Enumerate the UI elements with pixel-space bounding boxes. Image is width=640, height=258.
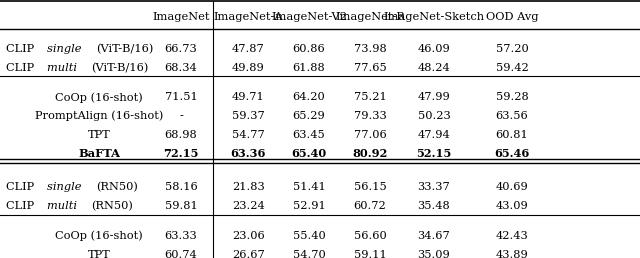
Text: 43.09: 43.09 — [495, 201, 529, 211]
Text: OOD Avg: OOD Avg — [486, 12, 538, 22]
Text: 40.69: 40.69 — [495, 182, 529, 192]
Text: 79.33: 79.33 — [353, 111, 387, 121]
Text: 66.73: 66.73 — [164, 44, 198, 54]
Text: single: single — [47, 44, 86, 54]
Text: 60.81: 60.81 — [495, 130, 529, 140]
Text: (RN50): (RN50) — [91, 201, 132, 212]
Text: 52.91: 52.91 — [292, 201, 326, 211]
Text: 47.99: 47.99 — [417, 92, 451, 102]
Text: multi: multi — [47, 63, 81, 73]
Text: CLIP: CLIP — [6, 44, 38, 54]
Text: 65.46: 65.46 — [494, 148, 530, 159]
Text: (ViT-B/16): (ViT-B/16) — [97, 44, 154, 54]
Text: TPT: TPT — [88, 130, 111, 140]
Text: ImageNet-Sketch: ImageNet-Sketch — [383, 12, 484, 22]
Text: 64.20: 64.20 — [292, 92, 326, 102]
Text: 55.40: 55.40 — [292, 231, 326, 241]
Text: 59.81: 59.81 — [164, 201, 198, 211]
Text: CLIP: CLIP — [6, 201, 38, 211]
Text: BaFTA: BaFTA — [78, 148, 120, 159]
Text: 23.06: 23.06 — [232, 231, 265, 241]
Text: 60.74: 60.74 — [164, 249, 198, 258]
Text: 63.56: 63.56 — [495, 111, 529, 121]
Text: 54.70: 54.70 — [292, 249, 326, 258]
Text: 72.15: 72.15 — [163, 148, 199, 159]
Text: 35.48: 35.48 — [417, 201, 451, 211]
Text: (RN50): (RN50) — [97, 182, 138, 193]
Text: single: single — [47, 182, 86, 192]
Text: 47.94: 47.94 — [417, 130, 451, 140]
Text: CLIP: CLIP — [6, 182, 38, 192]
Text: 63.36: 63.36 — [230, 148, 266, 159]
Text: 52.15: 52.15 — [416, 148, 452, 159]
Text: 71.51: 71.51 — [164, 92, 198, 102]
Text: 46.09: 46.09 — [417, 44, 451, 54]
Text: PromptAlign (16-shot): PromptAlign (16-shot) — [35, 111, 163, 121]
Text: 42.43: 42.43 — [495, 231, 529, 241]
Text: 21.83: 21.83 — [232, 182, 265, 192]
Text: -: - — [179, 111, 183, 121]
Text: 50.23: 50.23 — [417, 111, 451, 121]
Text: ImageNet: ImageNet — [152, 12, 210, 22]
Text: 49.71: 49.71 — [232, 92, 265, 102]
Text: 63.33: 63.33 — [164, 231, 198, 241]
Text: 34.67: 34.67 — [417, 231, 451, 241]
Text: 54.77: 54.77 — [232, 130, 265, 140]
Text: TPT: TPT — [88, 249, 111, 258]
Text: 68.98: 68.98 — [164, 130, 198, 140]
Text: 68.34: 68.34 — [164, 63, 198, 73]
Text: CLIP: CLIP — [6, 63, 38, 73]
Text: 56.60: 56.60 — [353, 231, 387, 241]
Text: 59.11: 59.11 — [353, 249, 387, 258]
Text: 48.24: 48.24 — [417, 63, 451, 73]
Text: ImageNet-A: ImageNet-A — [214, 12, 283, 22]
Text: 58.16: 58.16 — [164, 182, 198, 192]
Text: 43.89: 43.89 — [495, 249, 529, 258]
Text: 63.45: 63.45 — [292, 130, 326, 140]
Text: 23.24: 23.24 — [232, 201, 265, 211]
Text: 47.87: 47.87 — [232, 44, 265, 54]
Text: 77.06: 77.06 — [353, 130, 387, 140]
Text: 80.92: 80.92 — [352, 148, 388, 159]
Text: 26.67: 26.67 — [232, 249, 265, 258]
Text: 59.28: 59.28 — [495, 92, 529, 102]
Text: multi: multi — [47, 201, 81, 211]
Text: 65.29: 65.29 — [292, 111, 326, 121]
Text: 33.37: 33.37 — [417, 182, 451, 192]
Text: 77.65: 77.65 — [353, 63, 387, 73]
Text: 59.37: 59.37 — [232, 111, 265, 121]
Text: ImageNet-V2: ImageNet-V2 — [271, 12, 347, 22]
Text: 35.09: 35.09 — [417, 249, 451, 258]
Text: 56.15: 56.15 — [353, 182, 387, 192]
Text: 73.98: 73.98 — [353, 44, 387, 54]
Text: 75.21: 75.21 — [353, 92, 387, 102]
Text: CoOp (16-shot): CoOp (16-shot) — [55, 230, 143, 241]
Text: 60.72: 60.72 — [353, 201, 387, 211]
Text: CoOp (16-shot): CoOp (16-shot) — [55, 92, 143, 102]
Text: 65.40: 65.40 — [291, 148, 327, 159]
Text: (ViT-B/16): (ViT-B/16) — [91, 63, 148, 73]
Text: 51.41: 51.41 — [292, 182, 326, 192]
Text: 59.42: 59.42 — [495, 63, 529, 73]
Text: ImageNet-R: ImageNet-R — [335, 12, 405, 22]
Text: 57.20: 57.20 — [495, 44, 529, 54]
Text: 60.86: 60.86 — [292, 44, 326, 54]
Text: 61.88: 61.88 — [292, 63, 326, 73]
Text: 49.89: 49.89 — [232, 63, 265, 73]
